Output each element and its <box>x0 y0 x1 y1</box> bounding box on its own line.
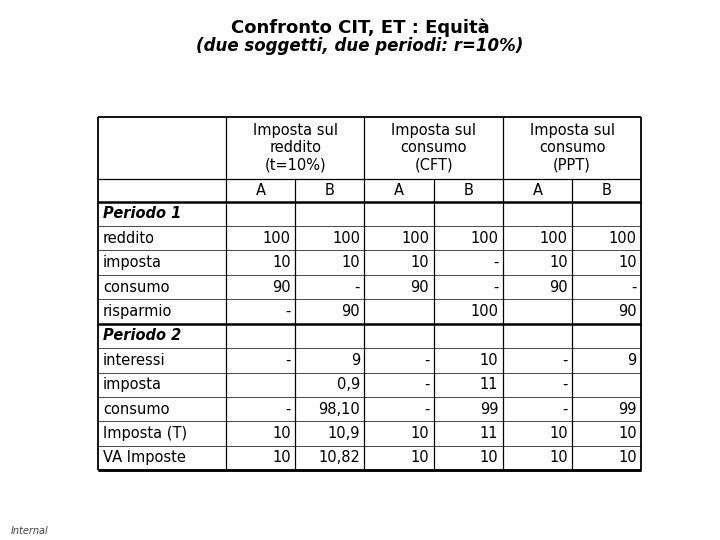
Text: Imposta sul
consumo
(CFT): Imposta sul consumo (CFT) <box>391 123 476 173</box>
Text: 11: 11 <box>480 426 498 441</box>
Text: 10: 10 <box>549 426 567 441</box>
Text: 10: 10 <box>341 255 360 270</box>
Text: -: - <box>562 402 567 417</box>
Text: -: - <box>424 353 429 368</box>
Text: B: B <box>463 183 473 198</box>
Text: 90: 90 <box>549 280 567 294</box>
Text: -: - <box>285 402 291 417</box>
Text: A: A <box>256 183 266 198</box>
Text: 10: 10 <box>618 255 637 270</box>
Text: B: B <box>325 183 335 198</box>
Text: 11: 11 <box>480 377 498 392</box>
Text: 90: 90 <box>618 304 637 319</box>
Text: 99: 99 <box>480 402 498 417</box>
Text: 10: 10 <box>480 450 498 465</box>
Text: 10: 10 <box>410 426 429 441</box>
Text: 100: 100 <box>401 231 429 246</box>
Text: 100: 100 <box>263 231 291 246</box>
Text: 10: 10 <box>618 450 637 465</box>
Text: -: - <box>562 353 567 368</box>
Text: (due soggetti, due periodi: r=10%): (due soggetti, due periodi: r=10%) <box>197 37 523 55</box>
Text: A: A <box>533 183 542 198</box>
Text: 0,9: 0,9 <box>337 377 360 392</box>
Text: -: - <box>424 402 429 417</box>
Text: 10: 10 <box>410 450 429 465</box>
Text: 10,9: 10,9 <box>328 426 360 441</box>
Text: imposta: imposta <box>103 255 162 270</box>
Text: Internal: Internal <box>11 525 48 536</box>
Text: 100: 100 <box>332 231 360 246</box>
Text: 10: 10 <box>272 450 291 465</box>
Text: 100: 100 <box>609 231 637 246</box>
Text: reddito: reddito <box>103 231 155 246</box>
Text: 99: 99 <box>618 402 637 417</box>
Text: Imposta sul
reddito
(t=10%): Imposta sul reddito (t=10%) <box>253 123 338 173</box>
Text: 10: 10 <box>272 255 291 270</box>
Text: 100: 100 <box>470 231 498 246</box>
Text: 100: 100 <box>539 231 567 246</box>
Text: interessi: interessi <box>103 353 166 368</box>
Text: Imposta (T): Imposta (T) <box>103 426 187 441</box>
Text: 98,10: 98,10 <box>318 402 360 417</box>
Text: 10: 10 <box>480 353 498 368</box>
Text: 90: 90 <box>272 280 291 294</box>
Text: 10: 10 <box>549 450 567 465</box>
Text: risparmio: risparmio <box>103 304 172 319</box>
Text: 100: 100 <box>470 304 498 319</box>
Text: 90: 90 <box>341 304 360 319</box>
Text: -: - <box>562 377 567 392</box>
Text: 90: 90 <box>410 280 429 294</box>
Text: 10: 10 <box>618 426 637 441</box>
Text: Periodo 1: Periodo 1 <box>103 206 181 221</box>
Text: -: - <box>493 280 498 294</box>
Text: -: - <box>285 304 291 319</box>
Text: -: - <box>631 280 637 294</box>
Text: imposta: imposta <box>103 377 162 392</box>
Text: consumo: consumo <box>103 402 169 417</box>
Text: 10: 10 <box>410 255 429 270</box>
Text: VA Imposte: VA Imposte <box>103 450 186 465</box>
Text: Imposta sul
consumo
(PPT): Imposta sul consumo (PPT) <box>530 123 615 173</box>
Text: -: - <box>354 280 360 294</box>
Text: -: - <box>424 377 429 392</box>
Text: 10: 10 <box>272 426 291 441</box>
Text: A: A <box>394 183 404 198</box>
Text: 10,82: 10,82 <box>318 450 360 465</box>
Text: 10: 10 <box>549 255 567 270</box>
Text: 9: 9 <box>628 353 637 368</box>
Text: -: - <box>493 255 498 270</box>
Text: Confronto CIT, ET : Equità: Confronto CIT, ET : Equità <box>230 19 490 37</box>
Text: -: - <box>285 353 291 368</box>
Text: consumo: consumo <box>103 280 169 294</box>
Text: 9: 9 <box>351 353 360 368</box>
Text: B: B <box>602 183 611 198</box>
Text: Periodo 2: Periodo 2 <box>103 328 181 343</box>
